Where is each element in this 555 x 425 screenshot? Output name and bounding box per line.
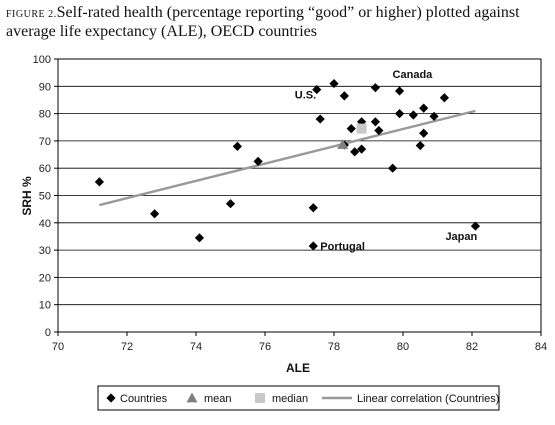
country-point-23 [394,109,405,119]
chart-title: FIGURE 2.Self-rated health (percentage r… [6,4,551,40]
mean-point [337,138,349,149]
label-portugal: Portugal [320,241,365,253]
axes [54,58,542,336]
legend: Countries mean median Linear correlation (C… [97,385,500,411]
country-point-2 [150,209,160,219]
legend-box [97,385,500,411]
legend-label-countries: Countries [120,393,168,405]
country-point-25 [415,140,425,151]
legend-swatch-countries [106,393,116,403]
country-point-4 [225,199,236,209]
country-point-8 [308,241,318,251]
country-point-10 [315,114,325,124]
y-tick-label-20: 20 [39,272,51,284]
country-point-16 [357,117,367,127]
country-point-20 [374,125,384,136]
y-tick-label-40: 40 [39,218,51,230]
country-point-30 [470,221,481,231]
x-axis-label: ALE [286,361,310,375]
y-axis-label: SRH % [20,176,34,216]
legend-label-median: median [272,393,308,405]
x-tick-label-72: 72 [121,341,133,353]
country-point-15 [350,147,360,157]
country-point-24 [408,110,418,120]
country-point-11 [329,78,339,89]
country-point-7 [308,203,318,213]
country-point-1 [94,177,104,187]
label-japan: Japan [445,231,477,243]
x-tick-label-76: 76 [259,341,271,353]
country-point-6 [253,156,263,166]
y-tick-label-60: 60 [39,163,51,175]
country-point-18 [370,83,380,93]
legend-label-linear-correlation-countries: Linear correlation (Countries) [357,393,499,405]
x-tick-label-70: 70 [52,341,64,353]
x-tick-label-74: 74 [190,341,202,353]
legend-swatch-mean [186,392,198,403]
country-point-12 [339,91,349,101]
country-point-5 [232,141,242,151]
country-point-3 [194,233,205,243]
y-tick-label-80: 80 [39,109,51,121]
y-tick-label-10: 10 [39,300,51,312]
figure-label: FIGURE 2. [6,9,57,20]
median-point [356,123,367,134]
trend-line [99,109,476,207]
legend-label-mean: mean [204,393,232,405]
country-point-21 [388,163,398,173]
country-point-9 [312,84,322,95]
country-point-27 [419,128,429,138]
y-tick-label-100: 100 [33,54,51,66]
y-tick-label-50: 50 [39,191,51,203]
y-tick-label-90: 90 [39,81,51,93]
country-point-29 [439,93,449,103]
y-tick-label-0: 0 [45,327,51,339]
figure-title-text: Self-rated health (percentage reporting … [6,4,520,40]
legend-swatch-median [255,393,265,403]
y-tick-label-30: 30 [39,245,51,257]
data-points [94,78,481,251]
country-point-17 [357,144,367,154]
country-point-28 [429,111,439,121]
label-u-s: U.S. [295,90,316,102]
x-tick-label-80: 80 [397,341,409,353]
trend-line-group [99,109,476,207]
y-tick-label-70: 70 [39,136,51,148]
x-tick-label-78: 78 [328,341,340,353]
country-point-14 [346,124,356,134]
point-labels: Portugal U.S. Canada Japan [295,69,478,253]
x-tick-label-82: 82 [466,341,478,353]
country-point-26 [419,103,429,113]
country-point-19 [370,117,380,127]
country-point-22 [394,86,405,96]
label-canada: Canada [393,69,434,81]
x-tick-label-84: 84 [535,341,547,353]
tick-labels: 0 10 20 30 40 50 60 70 80 90 100 70 72 74 76 78 80 82 84 [33,54,547,353]
